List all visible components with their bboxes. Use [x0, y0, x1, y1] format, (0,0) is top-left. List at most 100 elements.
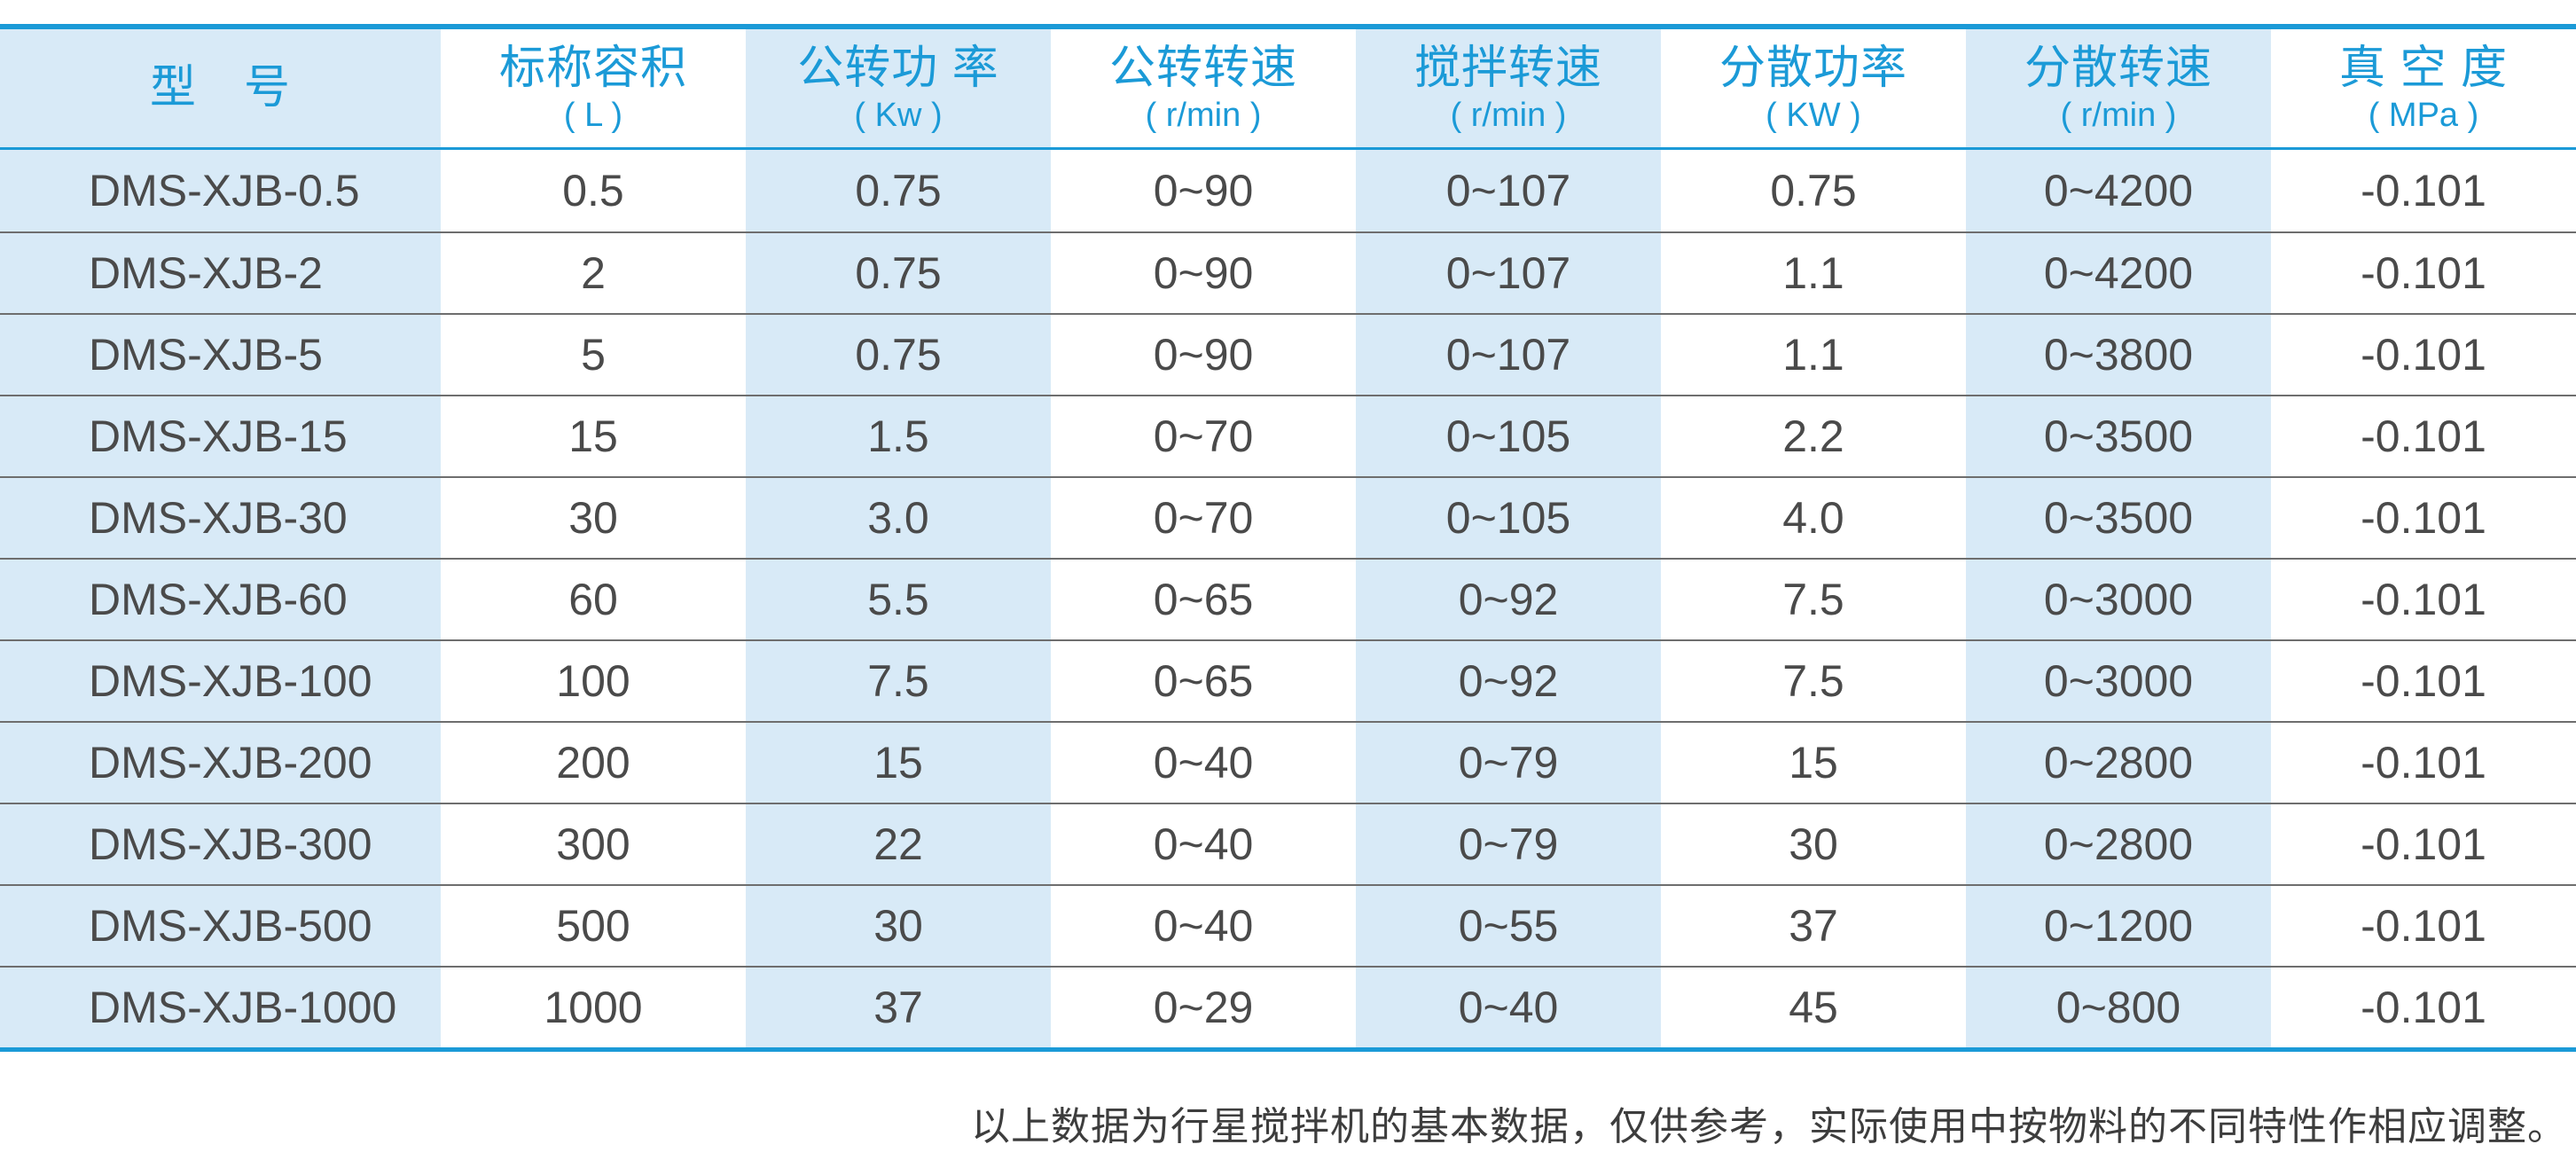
table-cell: 0~4200	[1966, 150, 2271, 231]
header-label: 分散转速	[2024, 42, 2212, 94]
table-row: DMS-XJB-5 5 0.75 0~90 0~107 1.1 0~3800 -0.101	[0, 313, 2576, 395]
model-cell: DMS-XJB-100	[0, 641, 441, 721]
header-unit: ( KW )	[1766, 97, 1861, 135]
table-cell: 0~105	[1356, 396, 1661, 476]
header-label: 型 号	[149, 62, 291, 114]
table-cell: 1.5	[746, 396, 1051, 476]
model-cell: DMS-XJB-200	[0, 723, 441, 803]
table-cell: 7.5	[1782, 656, 1844, 706]
table-cell: 0~29	[1153, 983, 1254, 1032]
header-label: 公转功 率	[797, 42, 999, 94]
table-cell: 1000	[544, 983, 643, 1032]
table-cell: 15	[568, 411, 618, 461]
table-cell: 30	[1789, 819, 1838, 869]
table-cell: 30	[568, 493, 618, 543]
table-cell: 0.75	[746, 150, 1051, 231]
table-row: DMS-XJB-100 100 7.5 0~65 0~92 7.5 0~3000 -0.101	[0, 639, 2576, 721]
header-row: 型 号标称容积( L ) 公转功 率( Kw ) 公转转速( r/min ) 搅拌转速…	[0, 29, 2576, 150]
table-cell: 7.5	[746, 641, 1051, 721]
table-cell: 5	[581, 330, 606, 380]
table-cell: 15	[1789, 738, 1838, 788]
table-cell: 30	[746, 886, 1051, 966]
table-cell: 0~70	[1153, 493, 1254, 543]
header-cell-0: 型 号	[0, 29, 441, 147]
table-cell: 1.1	[1782, 248, 1844, 298]
table-cell: 37	[746, 968, 1051, 1047]
table-cell: 0~3500	[1966, 396, 2271, 476]
model-cell: DMS-XJB-1000	[0, 968, 441, 1047]
header-label: 搅拌转速	[1413, 42, 1602, 94]
table-body: DMS-XJB-0.5 0.5 0.75 0~90 0~107 0.75 0~4200 -0.…	[0, 150, 2576, 1047]
table-cell: 0.75	[746, 315, 1051, 395]
table-cell: 0~90	[1153, 166, 1254, 216]
table-cell: 0.75	[1770, 166, 1857, 216]
table-cell: 0~3500	[1966, 478, 2271, 558]
spec-table: 型 号标称容积( L ) 公转功 率( Kw ) 公转转速( r/min ) 搅拌转速…	[0, 24, 2576, 1052]
model-cell: DMS-XJB-300	[0, 804, 441, 884]
header-label: 公转转速	[1108, 42, 1297, 94]
header-cell-4: 搅拌转速( r/min )	[1356, 29, 1661, 147]
table-cell: 0~70	[1153, 411, 1254, 461]
table-cell: 3.0	[746, 478, 1051, 558]
table-row: DMS-XJB-500 500 30 0~40 0~55 37 0~1200 -0.101	[0, 884, 2576, 966]
table-cell: 0~90	[1153, 248, 1254, 298]
header-cell-2: 公转功 率( Kw )	[746, 29, 1051, 147]
model-cell: DMS-XJB-30	[0, 478, 441, 558]
table-cell: -0.101	[2361, 656, 2486, 706]
model-cell: DMS-XJB-60	[0, 560, 441, 639]
table-cell: 7.5	[1782, 575, 1844, 624]
table-cell: 500	[556, 901, 630, 951]
table-cell: 100	[556, 656, 630, 706]
table-cell: -0.101	[2361, 819, 2486, 869]
header-unit: ( MPa )	[2368, 97, 2479, 135]
table-cell: 60	[568, 575, 618, 624]
header-cell-1: 标称容积( L )	[441, 29, 746, 147]
table-cell: 0~800	[1966, 968, 2271, 1047]
table-cell: -0.101	[2361, 330, 2486, 380]
table-cell: -0.101	[2361, 983, 2486, 1032]
header-cell-7: 真 空 度( MPa )	[2271, 29, 2576, 147]
table-row: DMS-XJB-300 300 22 0~40 0~79 30 0~2800 -0.101	[0, 803, 2576, 884]
table-cell: 45	[1789, 983, 1838, 1032]
model-cell: DMS-XJB-500	[0, 886, 441, 966]
table-row: DMS-XJB-200 200 15 0~40 0~79 15 0~2800 -0.101	[0, 721, 2576, 803]
table-cell: 1.1	[1782, 330, 1844, 380]
model-cell: DMS-XJB-2	[0, 233, 441, 313]
header-unit: ( r/min )	[1145, 97, 1262, 135]
header-unit: ( r/min )	[2060, 97, 2177, 135]
header-label: 分散功率	[1719, 42, 1907, 94]
table-row: DMS-XJB-2 2 0.75 0~90 0~107 1.1 0~4200 -0.101	[0, 231, 2576, 313]
table-cell: 0~3000	[1966, 560, 2271, 639]
table-cell: -0.101	[2361, 411, 2486, 461]
table-cell: 0~105	[1356, 478, 1661, 558]
model-cell: DMS-XJB-0.5	[0, 150, 441, 231]
table-cell: -0.101	[2361, 901, 2486, 951]
table-cell: 0~3800	[1966, 315, 2271, 395]
table-cell: 0~79	[1356, 804, 1661, 884]
table-cell: -0.101	[2361, 738, 2486, 788]
header-unit: ( r/min )	[1450, 97, 1567, 135]
header-cell-5: 分散功率( KW )	[1661, 29, 1966, 147]
table-cell: 0~107	[1356, 150, 1661, 231]
table-cell: 200	[556, 738, 630, 788]
header-label: 真 空 度	[2339, 42, 2508, 94]
model-cell: DMS-XJB-15	[0, 396, 441, 476]
table-cell: 0~65	[1153, 575, 1254, 624]
table-cell: 0~40	[1153, 819, 1254, 869]
table-cell: 0~90	[1153, 330, 1254, 380]
table-cell: 0~2800	[1966, 804, 2271, 884]
table-cell: 2	[581, 248, 606, 298]
table-cell: 22	[746, 804, 1051, 884]
table-cell: 2.2	[1782, 411, 1844, 461]
model-cell: DMS-XJB-5	[0, 315, 441, 395]
table-cell: 0~79	[1356, 723, 1661, 803]
table-row: DMS-XJB-0.5 0.5 0.75 0~90 0~107 0.75 0~4200 -0.…	[0, 150, 2576, 231]
header-unit: ( Kw )	[854, 97, 943, 135]
table-row: DMS-XJB-15 15 1.5 0~70 0~105 2.2 0~3500 -0.101	[0, 395, 2576, 476]
table-cell: 0~40	[1153, 901, 1254, 951]
table-cell: 5.5	[746, 560, 1051, 639]
header-cell-3: 公转转速( r/min )	[1051, 29, 1356, 147]
table-cell: -0.101	[2361, 493, 2486, 543]
table-cell: 4.0	[1782, 493, 1844, 543]
